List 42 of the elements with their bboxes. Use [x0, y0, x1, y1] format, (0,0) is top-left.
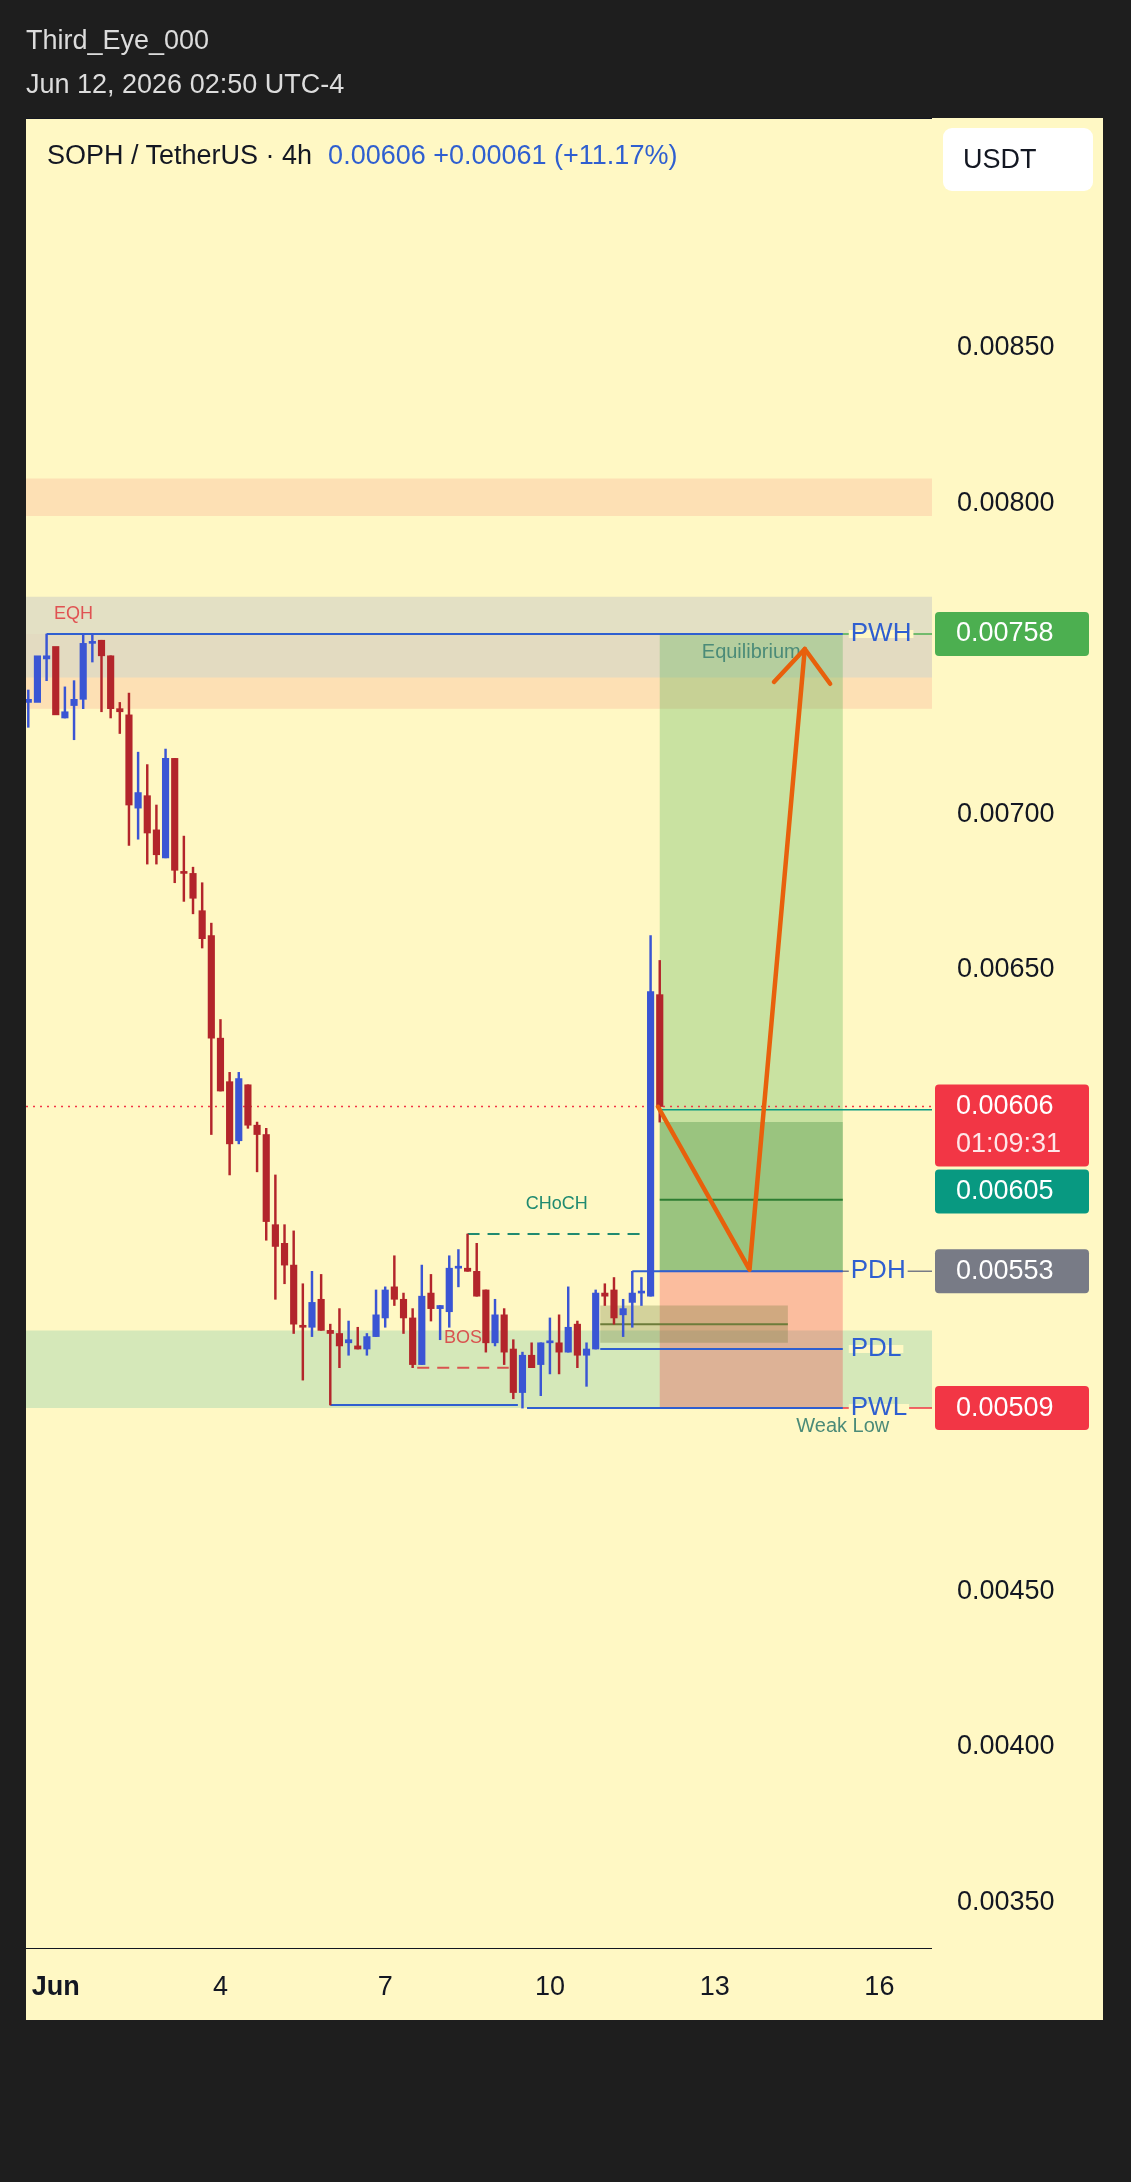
series-label: BOS [443, 1326, 482, 1347]
series-label: PDH [850, 1254, 906, 1285]
x-tick-label: 4 [212, 1970, 228, 2001]
x-tick-label: 16 [864, 1970, 895, 2001]
ref-line-label: 0.00605 [956, 1175, 1054, 1206]
candlestick [326, 1323, 334, 1406]
text: 0.00606 +0.00061 (+11.17%) [328, 140, 678, 170]
y-tick-label: 0.00800 [957, 486, 1055, 517]
candlestick [390, 1255, 398, 1306]
y-tick-label: 0.00650 [957, 953, 1055, 984]
candlestick [463, 1233, 472, 1272]
y-tick-label: 0.00350 [957, 1885, 1055, 1916]
candlestick [335, 1308, 344, 1369]
x-tick-label: 10 [534, 1970, 565, 2001]
series-label: PWH [850, 617, 912, 648]
candlestick [52, 646, 60, 716]
series-label: CHoCH [525, 1192, 588, 1213]
ref-line-label: 0.00553 [956, 1254, 1054, 1285]
band-label: EQH [54, 602, 94, 623]
candlestick [582, 1342, 591, 1387]
y-axis-title: USDT [943, 128, 1093, 191]
ref-line-label: 0.00509 [956, 1391, 1054, 1422]
x-tick-label: 7 [377, 1970, 393, 2001]
candlestick [271, 1174, 279, 1300]
ref-line-label: 0.00758 [956, 617, 1054, 648]
x-tick-label: 13 [699, 1970, 730, 2001]
candlestick [26, 689, 32, 728]
candlestick [97, 639, 106, 713]
text: Jun 12, 2026 02:50 UTC-4 [26, 68, 345, 101]
y-tick-label: 0.00700 [957, 797, 1055, 828]
candlestick [345, 1320, 353, 1356]
text: Third_Eye_000 [26, 24, 211, 57]
y-tick-label: 0.00850 [957, 331, 1055, 362]
candlestick [33, 655, 42, 703]
ref-line-label: 0.00606 01:09:31 [956, 1090, 1062, 1159]
text: SOPH / TetherUS · 4h [47, 140, 313, 170]
candlestick [454, 1249, 462, 1288]
x-tick-label: Jun [31, 1970, 80, 2001]
series-label: PDL [850, 1332, 902, 1363]
y-tick-label: 0.00400 [957, 1730, 1055, 1761]
annotation: Equilibrium [701, 639, 801, 662]
y-tick-label: 0.00450 [957, 1574, 1055, 1605]
